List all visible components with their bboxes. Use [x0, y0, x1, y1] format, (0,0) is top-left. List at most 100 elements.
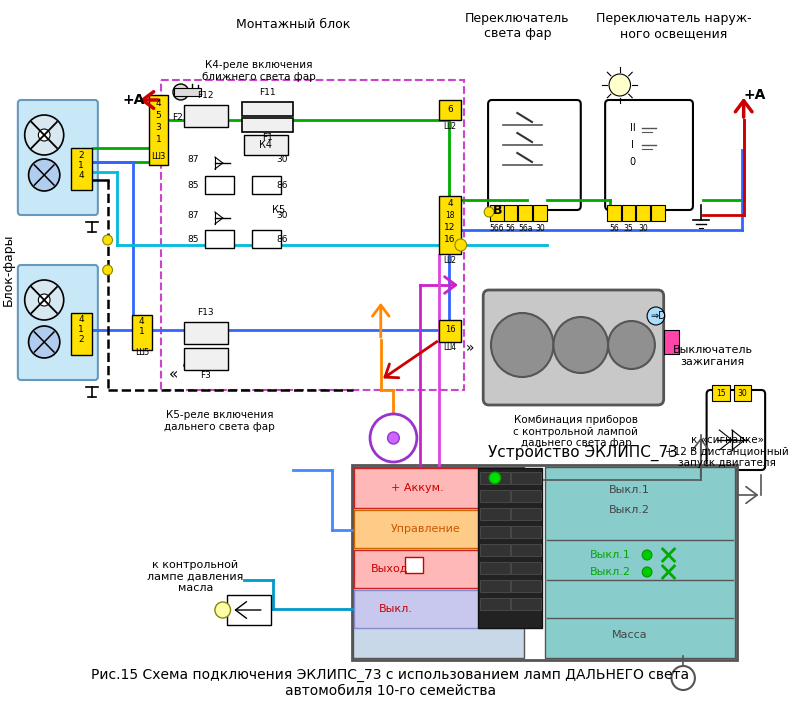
Bar — [607, 205, 621, 221]
Bar — [511, 544, 541, 556]
Bar — [132, 315, 151, 350]
Bar — [354, 550, 522, 588]
Bar — [351, 465, 737, 660]
Bar — [511, 598, 541, 610]
Text: 1: 1 — [139, 328, 145, 336]
Bar — [511, 508, 541, 520]
Text: Переключатель
света фар: Переключатель света фар — [465, 12, 570, 40]
Text: 30: 30 — [638, 224, 648, 233]
Text: Рис.15 Схема подключения ЭКЛИПС_73 с использованием ламп ДАЛЬНЕГО света
автомоби: Рис.15 Схема подключения ЭКЛИПС_73 с исп… — [91, 668, 690, 698]
FancyBboxPatch shape — [706, 390, 765, 470]
Text: Выкл.2: Выкл.2 — [609, 505, 650, 515]
Text: + Аккум.: + Аккум. — [390, 483, 443, 493]
Bar — [480, 598, 510, 610]
Text: F11: F11 — [259, 88, 276, 97]
Circle shape — [102, 265, 113, 275]
Text: 30: 30 — [277, 210, 288, 220]
Circle shape — [173, 84, 189, 100]
Circle shape — [647, 307, 665, 325]
Bar — [354, 510, 522, 548]
Text: К5: К5 — [272, 205, 285, 215]
Bar — [205, 176, 234, 194]
Bar — [70, 313, 92, 355]
Text: 6: 6 — [447, 106, 453, 114]
Text: 86: 86 — [277, 234, 288, 244]
Circle shape — [25, 115, 64, 155]
Bar — [244, 135, 288, 155]
Bar — [713, 385, 730, 401]
Circle shape — [609, 74, 630, 96]
Bar — [162, 80, 464, 390]
Text: Переключатель наруж-
ного освещения: Переключатель наруж- ного освещения — [596, 12, 751, 40]
Text: 4: 4 — [139, 317, 145, 327]
FancyBboxPatch shape — [488, 100, 581, 210]
Bar — [184, 105, 228, 127]
Bar — [480, 562, 510, 574]
Text: 56б: 56б — [490, 224, 504, 233]
Text: 18: 18 — [446, 212, 454, 221]
Text: F1: F1 — [262, 133, 273, 142]
Bar — [511, 526, 541, 538]
Bar — [252, 230, 282, 248]
Bar — [480, 508, 510, 520]
Circle shape — [29, 159, 60, 191]
Text: 12: 12 — [444, 223, 456, 233]
Bar — [636, 205, 650, 221]
Text: 56а: 56а — [518, 224, 533, 233]
Bar — [490, 205, 504, 221]
Bar — [149, 95, 168, 165]
Bar — [205, 230, 234, 248]
Circle shape — [608, 321, 655, 369]
Circle shape — [489, 472, 501, 484]
Text: F2: F2 — [172, 113, 182, 121]
Circle shape — [642, 567, 652, 577]
Bar — [439, 196, 461, 254]
Circle shape — [671, 666, 695, 690]
Text: +А: +А — [122, 93, 145, 107]
Circle shape — [387, 432, 399, 444]
Circle shape — [38, 294, 50, 306]
Bar — [252, 176, 282, 194]
FancyBboxPatch shape — [605, 100, 693, 210]
Text: Выход: Выход — [371, 564, 409, 574]
Text: 35: 35 — [624, 224, 634, 233]
Text: I: I — [631, 140, 634, 150]
Bar — [242, 118, 293, 132]
Bar — [480, 526, 510, 538]
Text: F3: F3 — [200, 371, 210, 380]
Text: 30: 30 — [535, 224, 545, 233]
Text: К5-реле включения
дальнего света фар: К5-реле включения дальнего света фар — [165, 410, 275, 432]
Text: F12: F12 — [197, 91, 214, 100]
Circle shape — [29, 326, 60, 358]
Bar — [70, 148, 92, 190]
Text: 4: 4 — [78, 315, 84, 325]
Text: Выключатель
зажигания: Выключатель зажигания — [673, 345, 753, 367]
Text: Ш4: Ш4 — [443, 343, 457, 352]
Text: 5: 5 — [155, 111, 162, 119]
Bar — [511, 562, 541, 574]
Bar — [439, 100, 461, 120]
Text: К4-реле включения
ближнего света фар: К4-реле включения ближнего света фар — [202, 60, 316, 82]
Bar — [651, 205, 665, 221]
Circle shape — [554, 317, 608, 373]
Bar — [226, 595, 270, 625]
Bar — [439, 320, 461, 342]
Circle shape — [370, 414, 417, 462]
Text: Управление: Управление — [390, 524, 460, 534]
Bar — [480, 490, 510, 502]
Text: II: II — [630, 123, 635, 133]
Bar — [174, 88, 202, 96]
Bar — [480, 472, 510, 484]
Text: 4: 4 — [78, 171, 84, 179]
Text: Блок-фары: Блок-фары — [2, 234, 14, 307]
Text: 2: 2 — [78, 150, 84, 160]
FancyBboxPatch shape — [18, 100, 98, 215]
Text: Ш3: Ш3 — [151, 152, 166, 161]
Text: 30: 30 — [738, 388, 747, 398]
Text: 1: 1 — [78, 161, 84, 169]
Circle shape — [484, 207, 494, 217]
Bar — [533, 205, 546, 221]
Text: 1: 1 — [155, 134, 162, 143]
Text: +А: +А — [744, 88, 766, 102]
Text: Выкл.1: Выкл.1 — [590, 550, 630, 560]
